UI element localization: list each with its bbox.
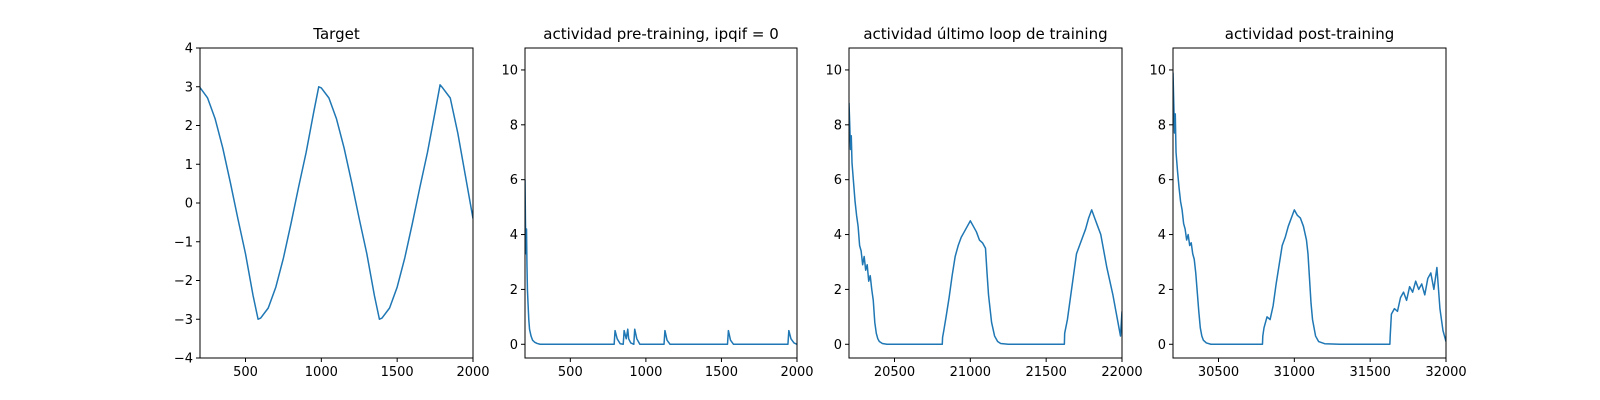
- y-tick-label: 2: [834, 283, 842, 298]
- axes-frame: [848, 47, 1123, 359]
- x-tick-label: 31000: [1274, 365, 1315, 380]
- y-tick-label: 8: [510, 118, 518, 133]
- subplot-title: Target: [312, 25, 360, 43]
- subplot-1: Target 500 1000 1500 2000 −4 −3 −2 −1 0 1 2 3 4: [174, 25, 490, 380]
- x-tick-label: 21000: [950, 365, 991, 380]
- y-tick-label: 0: [834, 338, 842, 353]
- y-tick-label: 2: [510, 283, 518, 298]
- y-tick-label: −2: [174, 274, 193, 289]
- subplot-title: actividad post-training: [1225, 25, 1394, 43]
- x-tick-label: 500: [233, 365, 258, 380]
- y-tick-label: 0: [1158, 338, 1166, 353]
- subplot-title: actividad último loop de training: [863, 25, 1107, 43]
- x-tick-label: 1500: [705, 365, 738, 380]
- y-tick-label: 4: [834, 228, 842, 243]
- axes-frame: [1172, 47, 1447, 359]
- series-line-1: [200, 84, 473, 320]
- x-tick-label: 21500: [1025, 365, 1066, 380]
- x-tick-label: 500: [558, 365, 583, 380]
- y-tick-label: −4: [174, 352, 193, 367]
- x-tick-label: 22000: [1101, 365, 1142, 380]
- x-tick-label: 1000: [305, 365, 338, 380]
- y-tick-label: 3: [185, 80, 193, 95]
- axes-frame: [524, 47, 798, 359]
- series-line-1: [1173, 72, 1446, 346]
- y-tick-label: 4: [1158, 228, 1166, 243]
- y-tick-label: 2: [185, 119, 193, 134]
- x-tick-label: 20500: [874, 365, 915, 380]
- x-tick-label: 2000: [456, 365, 489, 380]
- y-tick-label: 6: [510, 173, 518, 188]
- y-tick-label: 10: [825, 63, 842, 78]
- x-tick-label: 1500: [381, 365, 414, 380]
- y-tick-label: 0: [510, 338, 518, 353]
- y-tick-label: 4: [510, 228, 518, 243]
- series-line-1: [525, 179, 797, 346]
- y-tick-label: 8: [834, 118, 842, 133]
- y-tick-label: 2: [1158, 283, 1166, 298]
- y-tick-label: −3: [174, 313, 193, 328]
- series-line-1: [849, 102, 1122, 346]
- y-tick-label: 8: [1158, 118, 1166, 133]
- y-tick-label: 1: [185, 158, 193, 173]
- y-tick-label: 6: [1158, 173, 1166, 188]
- x-tick-label: 1000: [629, 365, 662, 380]
- subplot-4: actividad post-training 30500 31000 31500 32…: [1149, 25, 1466, 380]
- x-tick-label: 32000: [1425, 365, 1466, 380]
- y-tick-label: 10: [1149, 63, 1166, 78]
- x-tick-label: 2000: [780, 365, 813, 380]
- axes-frame: [199, 47, 474, 359]
- x-tick-label: 31500: [1349, 365, 1390, 380]
- y-tick-label: 6: [834, 173, 842, 188]
- y-tick-label: 10: [501, 63, 518, 78]
- y-tick-label: 4: [185, 42, 193, 57]
- subplot-2: actividad pre-training, ipqif = 0 500 1000…: [501, 25, 813, 380]
- x-tick-label: 30500: [1198, 365, 1239, 380]
- y-tick-label: −1: [174, 235, 193, 250]
- subplot-title: actividad pre-training, ipqif = 0: [543, 25, 779, 43]
- y-tick-label: 0: [185, 197, 193, 212]
